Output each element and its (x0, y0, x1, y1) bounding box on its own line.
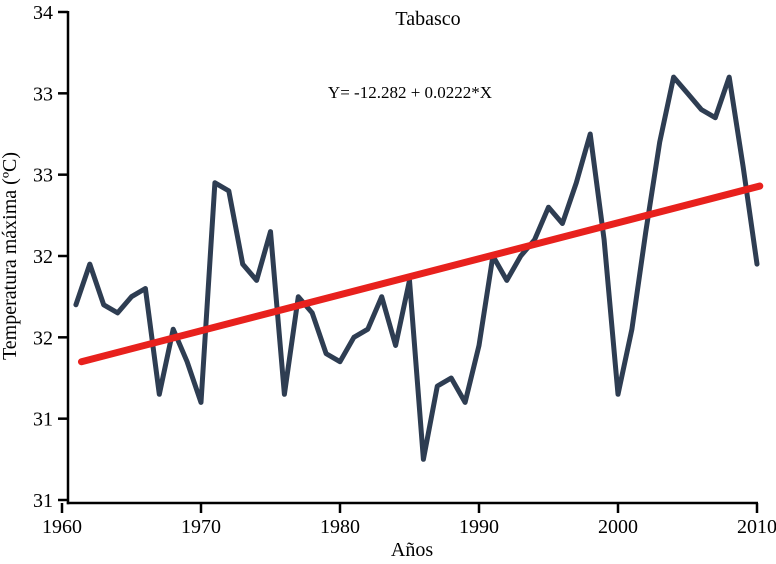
x-tick-label: 1980 (320, 516, 360, 538)
temperature-line (73, 74, 760, 462)
plot-area: 34 33 33 32 32 31 31 1960 1970 1980 1990 2000 2010 (33, 2, 776, 538)
x-tick-label: 1960 (42, 516, 82, 538)
y-tick-label: 32 (33, 327, 53, 349)
chart-title: Tabasco (395, 8, 460, 30)
x-tick-label: 2000 (598, 516, 638, 538)
trend-line (77, 182, 764, 366)
y-tick-label: 34 (33, 2, 53, 24)
x-axis-label: Años (391, 539, 433, 561)
x-tick-label: 2010 (737, 516, 776, 538)
y-tick-label: 33 (33, 165, 53, 187)
y-tick-label: 32 (33, 246, 53, 268)
y-tick-label: 33 (33, 83, 53, 105)
regression-equation: Y= -12.282 + 0.0222*X (328, 83, 492, 102)
x-tick-label: 1990 (459, 516, 499, 538)
y-tick-label: 31 (33, 409, 53, 431)
y-tick-label: 31 (33, 490, 53, 512)
y-axis-label: Temperatura máxima (ºC) (0, 152, 21, 360)
x-tick-label: 1970 (181, 516, 221, 538)
